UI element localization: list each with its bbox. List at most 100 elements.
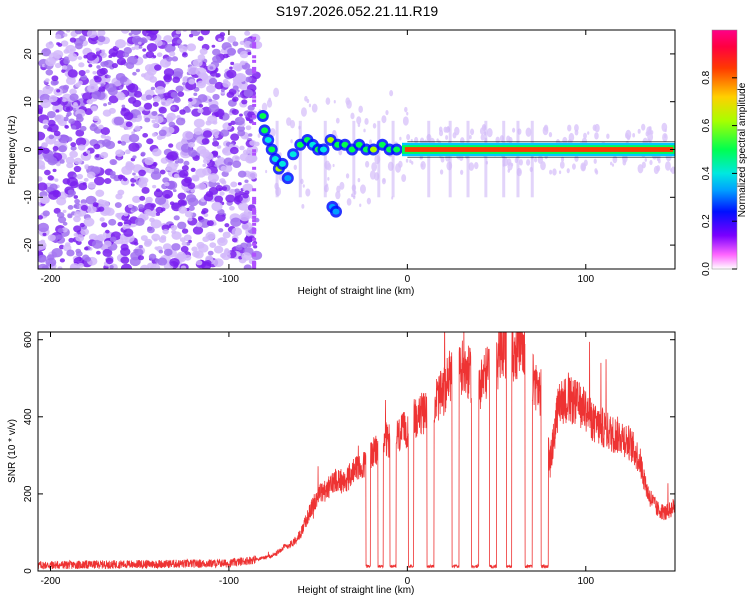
noise-blob <box>308 103 312 108</box>
noise-blob <box>145 94 153 100</box>
noise-blob <box>239 50 249 59</box>
edge-pixel <box>252 208 257 212</box>
noise-blob <box>120 263 132 269</box>
noise-blob <box>155 86 166 95</box>
noise-blob <box>670 166 675 175</box>
noise-blob <box>141 214 149 221</box>
noise-blob <box>568 132 575 142</box>
signal-core <box>264 136 272 143</box>
noise-blob <box>197 36 204 42</box>
noise-blob <box>108 218 117 226</box>
noise-blob <box>171 243 181 251</box>
noise-blob <box>237 129 246 137</box>
noise-blob <box>103 103 108 107</box>
noise-blob <box>166 56 173 62</box>
signal-core <box>271 156 279 163</box>
noise-blob <box>138 169 146 177</box>
noise-blob <box>141 187 150 194</box>
signal-core <box>284 175 292 182</box>
signal-core <box>369 146 377 153</box>
noise-blob <box>247 171 258 180</box>
signal-core <box>471 147 477 152</box>
noise-blob <box>217 157 226 164</box>
noise-blob <box>91 90 102 100</box>
noise-blob <box>69 37 77 43</box>
noise-blob <box>83 246 89 251</box>
noise-blob <box>178 44 184 49</box>
noise-blob <box>171 229 177 235</box>
noise-blob <box>359 203 362 208</box>
noise-blob <box>507 162 513 171</box>
noise-blob <box>99 67 108 75</box>
noise-blob <box>395 163 402 173</box>
noise-blob <box>436 138 439 143</box>
noise-blob <box>38 176 43 182</box>
noise-blob <box>460 169 464 175</box>
noise-blob <box>647 138 651 143</box>
noise-blob <box>122 177 128 182</box>
noise-blob <box>166 162 178 172</box>
noise-blob <box>237 170 247 178</box>
noise-blob <box>60 40 69 47</box>
noise-blob <box>171 56 179 62</box>
noise-blob <box>132 195 141 204</box>
noise-blob <box>38 131 46 141</box>
noise-blob <box>177 199 186 206</box>
signal-core <box>632 147 638 152</box>
noise-blob <box>132 155 137 159</box>
noise-blob <box>56 89 61 93</box>
noise-blob <box>170 224 178 231</box>
noise-blob <box>120 108 131 117</box>
streak <box>502 120 506 198</box>
edge-pixel <box>252 122 257 126</box>
y-tick-label: 20 <box>23 48 34 60</box>
noise-blob <box>93 176 105 186</box>
streak <box>377 120 381 198</box>
noise-blob <box>51 75 59 82</box>
signal-core <box>485 147 491 152</box>
noise-blob <box>356 116 362 125</box>
noise-blob <box>200 30 210 36</box>
noise-blob <box>238 202 249 211</box>
edge-pixel <box>252 237 257 241</box>
signal-core <box>494 147 500 152</box>
noise-blob <box>132 172 136 176</box>
x-tick-label: 0 <box>405 274 411 285</box>
noise-blob <box>212 93 220 101</box>
noise-blob <box>239 113 243 117</box>
noise-blob <box>125 121 133 128</box>
noise-blob <box>134 125 141 131</box>
noise-blob <box>224 223 230 228</box>
noise-blob <box>187 65 199 75</box>
noise-blob <box>245 117 251 121</box>
noise-blob <box>99 217 105 222</box>
noise-blob <box>468 162 475 171</box>
noise-blob <box>55 109 60 113</box>
noise-blob <box>244 179 249 183</box>
noise-blob <box>644 158 647 162</box>
signal-core <box>378 141 386 148</box>
noise-blob <box>77 144 86 151</box>
noise-blob <box>123 212 129 217</box>
noise-blob <box>220 129 230 137</box>
noise-blob <box>231 227 243 237</box>
noise-blob <box>74 30 83 35</box>
noise-blob <box>162 243 172 251</box>
noise-blob <box>39 165 46 170</box>
noise-blob <box>69 88 77 95</box>
noise-blob <box>57 216 67 224</box>
noise-blob <box>188 98 193 102</box>
noise-blob <box>301 203 305 209</box>
noise-blob <box>115 39 126 49</box>
noise-blob <box>232 160 242 168</box>
noise-blob <box>38 201 41 206</box>
noise-blob <box>593 158 597 164</box>
noise-blob <box>512 127 516 133</box>
noise-blob <box>45 57 56 67</box>
noise-blob <box>345 97 351 105</box>
colorbar-tick-label: 0.0 <box>701 262 712 276</box>
noise-blob <box>144 209 153 216</box>
noise-blob <box>51 247 63 258</box>
edge-pixel <box>252 211 257 215</box>
signal-core <box>645 147 651 152</box>
